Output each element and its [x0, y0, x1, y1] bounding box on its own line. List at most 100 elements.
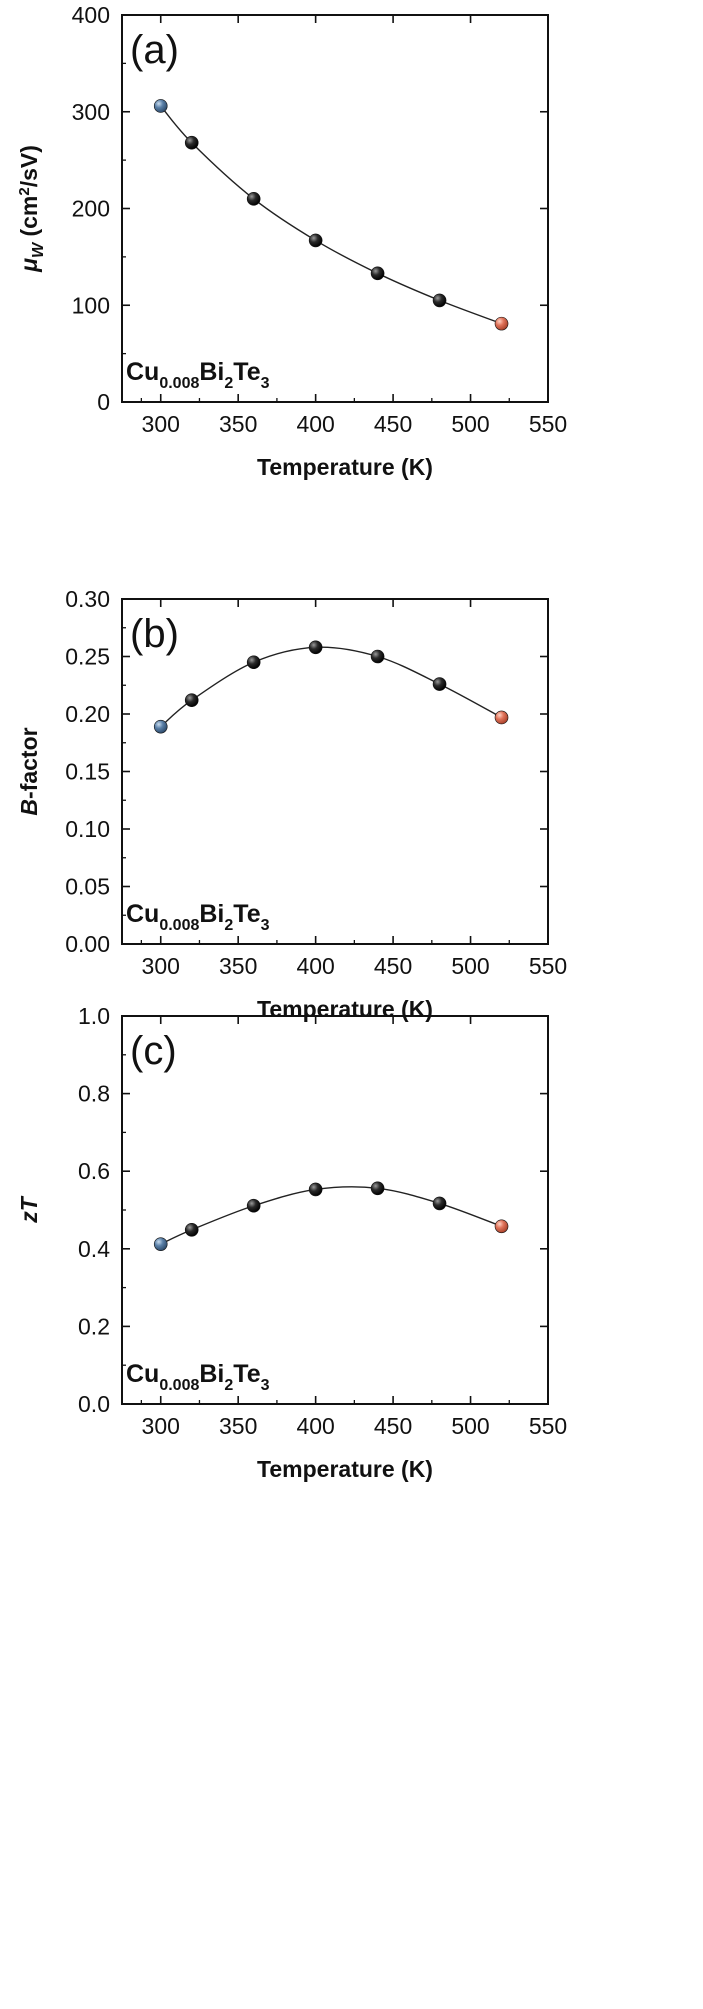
- data-point: [432, 293, 447, 308]
- x-tick-label: 300: [142, 411, 180, 437]
- sample-subscript: 3: [261, 1377, 270, 1394]
- data-point: [308, 640, 323, 655]
- plot-frame: [121, 1015, 549, 1405]
- y-tick-label: 300: [72, 99, 110, 125]
- data-point: [370, 1181, 385, 1196]
- chart-panel-1: 300 350 400 450 500 550 0 100 200 300 400 Temperatu…: [16, 2, 567, 480]
- y-tick-label: 0.05: [65, 874, 110, 900]
- sample-element: Cu: [126, 1360, 159, 1388]
- sample-element: Bi: [199, 900, 224, 928]
- plot-frame: [121, 14, 549, 403]
- x-tick-label: 450: [374, 1413, 412, 1439]
- y-tick-label: 0.15: [65, 759, 110, 785]
- x-tick-label: 300: [142, 1413, 180, 1439]
- data-point: [308, 1182, 323, 1197]
- y-axis-title-unit: -factor: [16, 727, 42, 799]
- y-tick-label: 1.0: [78, 1003, 110, 1029]
- sample-label: Cu0.008Bi2Te3: [126, 900, 270, 934]
- y-axis-title: μW (cm2/sV): [16, 145, 47, 273]
- sample-subscript: 2: [224, 1377, 233, 1394]
- data-point: [246, 655, 261, 670]
- x-tick-label: 550: [529, 1413, 567, 1439]
- sample-subscript: 3: [261, 917, 270, 934]
- y-axis-title-symbol: μ: [16, 258, 42, 273]
- sample-subscript: 0.008: [159, 1377, 199, 1394]
- sample-element: Cu: [126, 358, 159, 386]
- y-axis-title-prefix: z: [16, 1211, 42, 1224]
- sample-element: Te: [233, 900, 260, 928]
- sample-subscript: 2: [224, 375, 233, 392]
- y-axis-title-unit-end: /sV): [16, 145, 42, 187]
- x-tick-label: 300: [142, 953, 180, 979]
- sample-label: Cu0.008Bi2Te3: [126, 1360, 270, 1394]
- sample-element: Te: [233, 358, 260, 386]
- series-line: [160, 1186, 502, 1245]
- x-tick-label: 350: [219, 953, 257, 979]
- sample-element: Bi: [199, 1360, 224, 1388]
- x-axis-title: Temperature (K): [257, 996, 433, 1022]
- sample-element: Bi: [199, 358, 224, 386]
- y-tick-label: 0.8: [78, 1081, 110, 1107]
- y-tick-label: 0.30: [65, 586, 110, 612]
- y-tick-label: 0: [97, 389, 110, 415]
- y-tick-label: 0.10: [65, 816, 110, 842]
- x-tick-label: 350: [219, 411, 257, 437]
- chart-panel-2: 300 350 400 450 500 550 0.00 0.05 0.10 0.15 0.20 0.…: [16, 586, 567, 1022]
- panel-label: (c): [130, 1029, 177, 1073]
- data-point: [184, 135, 199, 150]
- x-axis-title: Temperature (K): [257, 1456, 433, 1482]
- x-tick-label: 500: [451, 1413, 489, 1439]
- panel-label: (b): [130, 612, 179, 656]
- data-point: [308, 233, 323, 248]
- x-axis-title: Temperature (K): [257, 454, 433, 480]
- x-tick-label: 350: [219, 1413, 257, 1439]
- y-tick-label: 0.0: [78, 1391, 110, 1417]
- y-tick-label: 0.6: [78, 1158, 110, 1184]
- data-point: [246, 192, 261, 206]
- sample-label: Cu0.008Bi2Te3: [126, 358, 270, 392]
- data-point: [370, 649, 385, 664]
- data-point: [153, 99, 168, 113]
- sample-subscript: 3: [261, 375, 270, 392]
- panel-label: (a): [130, 28, 179, 72]
- data-point: [494, 1219, 509, 1234]
- data-point: [432, 1196, 447, 1211]
- series-line: [160, 105, 502, 325]
- y-axis-title-subscript: W: [30, 241, 47, 258]
- data-point: [432, 677, 447, 691]
- y-tick-label: 0.4: [78, 1236, 110, 1262]
- y-axis-title-symbol: B: [16, 799, 42, 816]
- sample-subscript: 0.008: [159, 917, 199, 934]
- data-point: [494, 316, 509, 331]
- sample-subscript: 0.008: [159, 375, 199, 392]
- x-tick-label: 450: [374, 953, 412, 979]
- data-point: [184, 693, 199, 708]
- y-axis-title-unit: (cm: [16, 196, 42, 243]
- data-point: [153, 719, 168, 734]
- y-tick-label: 0.2: [78, 1313, 110, 1339]
- data-point: [246, 1198, 261, 1213]
- y-tick-label: 200: [72, 196, 110, 222]
- chart-panel-3: 300 350 400 450 500 550 0.0 0.2 0.4 0.6 0.8 1.0 Temp…: [16, 1003, 567, 1482]
- x-tick-label: 500: [451, 953, 489, 979]
- y-tick-label: 0.25: [65, 644, 110, 670]
- x-tick-label: 400: [296, 953, 334, 979]
- sample-element: Cu: [126, 900, 159, 928]
- x-tick-label: 550: [529, 411, 567, 437]
- y-tick-label: 400: [72, 2, 110, 28]
- sample-element: Te: [233, 1360, 260, 1388]
- data-point: [153, 1237, 168, 1251]
- plot-frame: [121, 598, 549, 945]
- y-axis-title-superscript: 2: [16, 187, 33, 195]
- x-tick-label: 550: [529, 953, 567, 979]
- series-line: [160, 646, 502, 728]
- data-point: [370, 266, 385, 281]
- y-tick-label: 0.00: [65, 931, 110, 957]
- y-axis-title: zT: [16, 1195, 42, 1224]
- x-tick-label: 400: [296, 411, 334, 437]
- y-tick-label: 0.20: [65, 701, 110, 727]
- x-tick-label: 500: [451, 411, 489, 437]
- x-tick-label: 450: [374, 411, 412, 437]
- data-point: [494, 710, 509, 725]
